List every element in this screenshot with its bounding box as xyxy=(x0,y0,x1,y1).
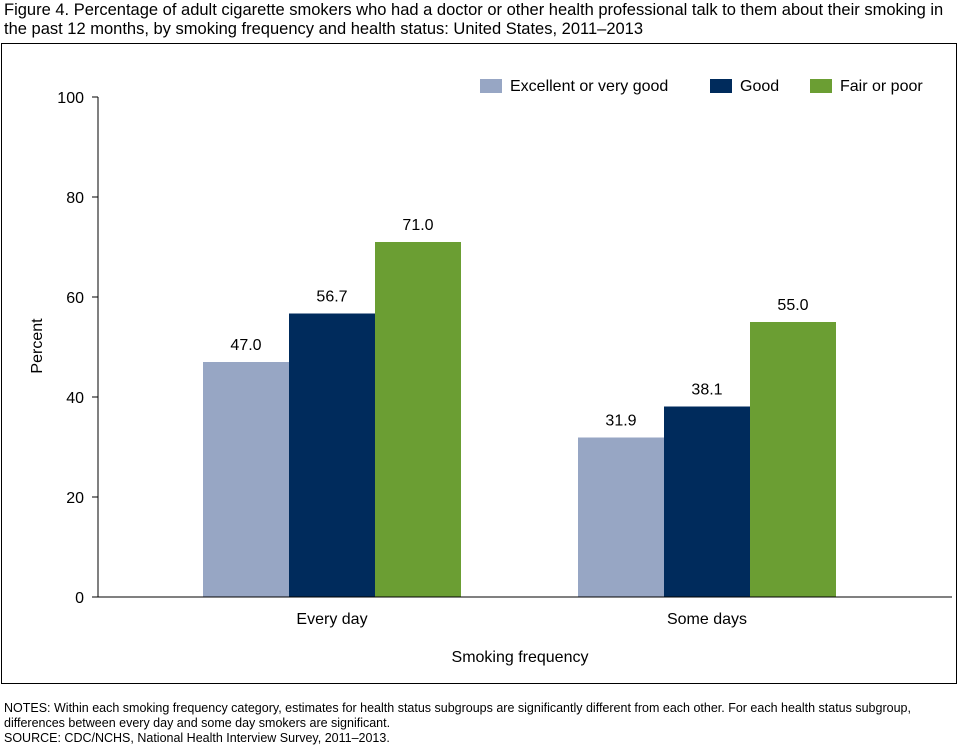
bar xyxy=(664,406,750,597)
y-tick-label: 80 xyxy=(66,190,84,207)
bar-value-label: 56.7 xyxy=(316,289,347,306)
y-tick-label: 0 xyxy=(75,590,84,607)
bar-value-label: 71.0 xyxy=(402,217,433,234)
bar-value-label: 47.0 xyxy=(230,337,261,354)
chart-frame: Excellent or very good Good Fair or poor 0… xyxy=(1,43,957,684)
y-tick-label: 100 xyxy=(57,90,84,107)
bar-value-label: 55.0 xyxy=(777,297,808,314)
bar-value-label: 31.9 xyxy=(605,413,636,430)
chart-legend: Excellent or very good Good Fair or poor xyxy=(480,78,923,95)
y-tick-label: 20 xyxy=(66,490,84,507)
bar-value-label: 38.1 xyxy=(691,382,722,399)
bar-chart: Excellent or very good Good Fair or poor 0… xyxy=(29,78,952,666)
bar xyxy=(578,437,664,597)
x-axis-label: Smoking frequency xyxy=(452,649,589,666)
y-tick-label: 60 xyxy=(66,290,84,307)
x-axis: Every day Some days xyxy=(98,596,952,628)
legend-label: Good xyxy=(740,78,779,95)
figure-notes: NOTES: Within each smoking frequency cat… xyxy=(4,701,911,730)
y-axis-label: Percent xyxy=(29,318,46,374)
bar xyxy=(289,313,375,597)
figure-source: SOURCE: CDC/NCHS, National Health Interv… xyxy=(4,731,390,745)
bar xyxy=(375,242,461,597)
legend-swatch xyxy=(810,79,832,93)
legend-label: Fair or poor xyxy=(840,78,923,95)
legend-swatch xyxy=(480,79,502,93)
legend-swatch xyxy=(710,79,732,93)
figure-title: Figure 4. Percentage of adult cigarette … xyxy=(4,1,944,38)
bar xyxy=(203,362,289,597)
y-axis: 0 20 40 60 80 100 xyxy=(57,90,99,607)
y-tick-label: 40 xyxy=(66,390,84,407)
x-tick-label: Some days xyxy=(667,611,747,628)
bar xyxy=(750,322,836,597)
legend-label: Excellent or very good xyxy=(510,78,668,95)
x-tick-label: Every day xyxy=(296,611,367,628)
bars: 47.0 56.7 71.0 31.9 38.1 55.0 xyxy=(203,217,836,597)
